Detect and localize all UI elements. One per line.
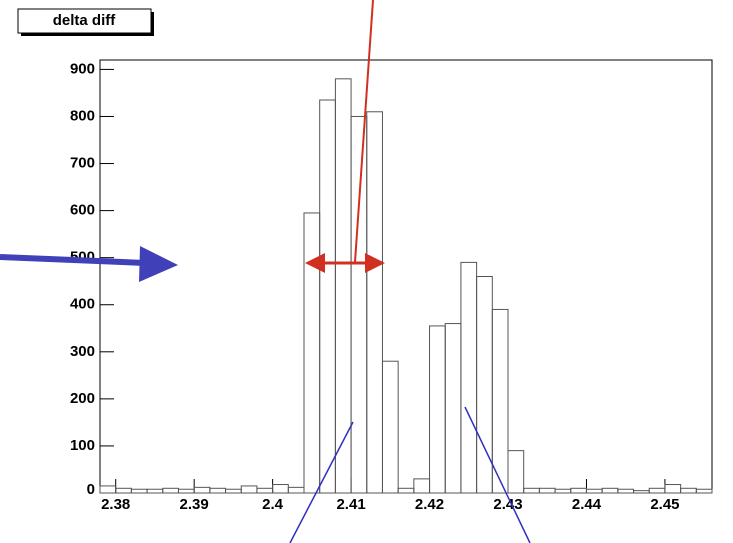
y-tick-label: 900 bbox=[70, 60, 95, 77]
y-tick-label: 400 bbox=[70, 296, 95, 313]
x-tick-label: 2.39 bbox=[180, 496, 209, 513]
blue-line bbox=[289, 421, 354, 543]
y-tick-label: 200 bbox=[70, 390, 95, 407]
annotations bbox=[0, 0, 531, 543]
x-tick-label: 2.41 bbox=[336, 496, 365, 513]
y-tick-label: 700 bbox=[70, 155, 95, 172]
y-tick-label: 300 bbox=[70, 343, 95, 360]
y-tick-label: 800 bbox=[70, 107, 95, 124]
x-tick-label: 2.43 bbox=[493, 496, 522, 513]
histogram-bar bbox=[695, 488, 713, 494]
blue-arrowhead bbox=[139, 246, 178, 282]
y-tick-label: 600 bbox=[70, 202, 95, 219]
red-arrowhead-right bbox=[365, 253, 385, 273]
x-tick-label: 2.4 bbox=[262, 496, 284, 513]
blue-arrow-shaft bbox=[0, 254, 146, 266]
histogram-bar bbox=[381, 360, 399, 494]
x-tick-label: 2.42 bbox=[415, 496, 444, 513]
histogram-bar bbox=[366, 111, 383, 494]
histogram-bar bbox=[491, 308, 509, 494]
x-tick-label: 2.38 bbox=[101, 496, 130, 513]
red-arrowhead-left bbox=[305, 253, 325, 273]
blue-line bbox=[464, 406, 531, 543]
histogram-bar bbox=[507, 450, 525, 494]
y-tick-label: 100 bbox=[70, 437, 95, 454]
x-tick-label: 2.45 bbox=[650, 496, 679, 513]
red-line bbox=[354, 0, 374, 263]
title-box bbox=[17, 8, 152, 34]
x-tick-label: 2.44 bbox=[572, 496, 602, 513]
y-tick-label: 0 bbox=[87, 481, 95, 498]
chart-title: delta diff bbox=[53, 12, 117, 29]
